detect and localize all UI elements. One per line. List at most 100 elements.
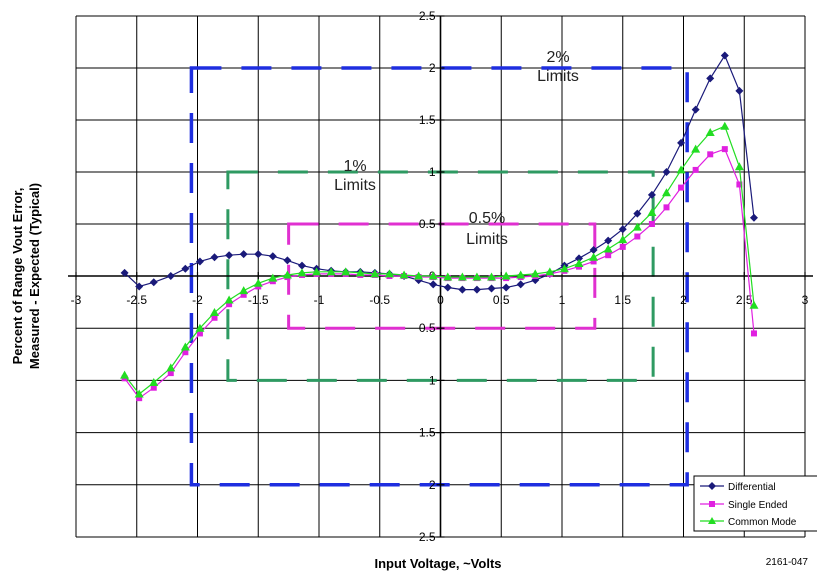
point-common-mode-32	[589, 252, 599, 261]
x-tick-label-12: 3	[802, 293, 809, 307]
point-single-ended-37	[663, 204, 670, 211]
x-tick-label-10: 2	[680, 293, 687, 307]
point-common-mode-39	[691, 144, 701, 153]
point-differential-39	[691, 105, 700, 114]
point-common-mode-21	[428, 271, 438, 280]
y-axis-title-line1: Percent of Range Vout Error,	[10, 188, 25, 365]
point-single-ended-1	[136, 395, 143, 402]
y-tick-label-9: 2	[429, 478, 436, 492]
point-common-mode-43	[749, 300, 759, 309]
annotation-2pct-line2: Limits	[537, 68, 579, 85]
point-differential-34	[618, 225, 627, 234]
point-differential-10	[268, 252, 277, 261]
x-tick-label-8: 1	[559, 293, 566, 307]
legend-label-differential: Differential	[728, 482, 776, 493]
legend-entry-single-ended: Single Ended	[700, 500, 788, 511]
point-differential-2	[149, 278, 158, 287]
point-common-mode-18	[384, 269, 394, 278]
x-tick-label-5: -0.5	[369, 293, 390, 307]
point-differential-6	[210, 253, 219, 262]
x-tick-label-3: -1.5	[248, 293, 269, 307]
point-common-mode-41	[720, 121, 730, 130]
point-common-mode-42	[734, 162, 744, 171]
point-common-mode-33	[603, 244, 613, 253]
x-tick-label-6: 0	[437, 293, 444, 307]
x-axis-title: Input Voltage, ~Volts	[375, 556, 502, 571]
series-common-mode	[120, 121, 759, 398]
series-line-common-mode	[124, 125, 755, 395]
point-common-mode-36	[647, 208, 657, 217]
legend-label-common-mode: Common Mode	[728, 517, 797, 528]
point-common-mode-20	[414, 271, 424, 280]
point-common-mode-6	[210, 308, 220, 317]
y-tick-label-10: 2.5	[419, 530, 436, 544]
point-differential-12	[297, 261, 306, 270]
point-differential-21	[429, 280, 438, 289]
point-common-mode-1	[134, 389, 144, 398]
point-single-ended-33	[605, 252, 612, 259]
x-tick-label-11: 2.5	[736, 293, 753, 307]
point-common-mode-35	[632, 222, 642, 231]
point-differential-3	[166, 272, 175, 280]
point-differential-8	[239, 250, 248, 259]
series-single-ended	[121, 146, 757, 402]
point-single-ended-35	[634, 233, 641, 240]
point-differential-38	[677, 138, 686, 147]
point-common-mode-8	[239, 286, 249, 295]
point-single-ended-32	[590, 258, 597, 265]
point-differential-37	[662, 168, 671, 176]
point-common-mode-38	[676, 165, 686, 174]
point-common-mode-22	[443, 272, 453, 281]
x-tick-label-7: 0.5	[493, 293, 510, 307]
legend-entry-common-mode: Common Mode	[700, 517, 797, 528]
point-common-mode-24	[472, 272, 482, 281]
point-single-ended-36	[648, 221, 655, 227]
point-common-mode-7	[224, 295, 234, 304]
point-differential-27	[516, 280, 525, 289]
y-tick-labels: 2.521.510.500.511.522.5	[419, 9, 436, 544]
annotation-05pct-line1: 0.5%	[469, 210, 505, 227]
point-differential-25	[487, 284, 496, 293]
x-tick-labels: -3 -2.5 -2 -1.5 -1 -0.5 0 0.5 1 1.5 2 2.5 3	[71, 293, 809, 307]
y-tick-label-1: 2	[429, 61, 436, 75]
point-differential-42	[735, 86, 744, 95]
point-differential-0	[120, 268, 129, 277]
figure-id: 2161-047	[766, 557, 809, 568]
point-differential-32	[589, 246, 598, 254]
point-common-mode-19	[399, 270, 409, 279]
limit-annotations: 2% Limits 1% Limits 0.5% Limits	[334, 49, 579, 248]
point-differential-26	[502, 283, 511, 292]
point-single-ended-5	[196, 330, 203, 337]
point-common-mode-31	[574, 259, 584, 268]
y-axis-title-line2: Measured - Expected (Typical)	[27, 183, 42, 369]
point-common-mode-9	[253, 278, 263, 287]
point-differential-31	[575, 254, 584, 263]
legend-label-single-ended: Single Ended	[728, 500, 788, 511]
point-common-mode-16	[355, 268, 365, 277]
point-common-mode-4	[180, 342, 190, 351]
point-differential-36	[647, 190, 656, 199]
y-tick-label-2: 1.5	[419, 113, 436, 127]
point-differential-24	[472, 285, 481, 294]
point-common-mode-28	[530, 269, 540, 278]
point-common-mode-40	[705, 127, 715, 136]
y-tick-label-4: 0.5	[419, 217, 436, 231]
y-tick-label-6: 0.5	[419, 321, 436, 335]
point-differential-5	[195, 257, 204, 266]
point-common-mode-34	[618, 235, 628, 244]
point-common-mode-23	[457, 272, 467, 281]
x-tick-label-1: -2.5	[126, 293, 147, 307]
point-differential-1	[135, 282, 144, 291]
point-single-ended-42	[736, 181, 743, 188]
legend: Differential Single Ended Common Mode	[693, 475, 817, 532]
point-differential-23	[458, 285, 467, 294]
point-single-ended-39	[692, 166, 699, 173]
x-tick-label-0: -3	[71, 293, 82, 307]
y-tick-label-8: 1.5	[419, 426, 436, 440]
point-differential-11	[283, 256, 292, 265]
point-single-ended-2	[150, 384, 157, 391]
point-differential-43	[749, 213, 758, 222]
point-single-ended-7	[226, 301, 233, 308]
point-common-mode-15	[341, 267, 351, 276]
